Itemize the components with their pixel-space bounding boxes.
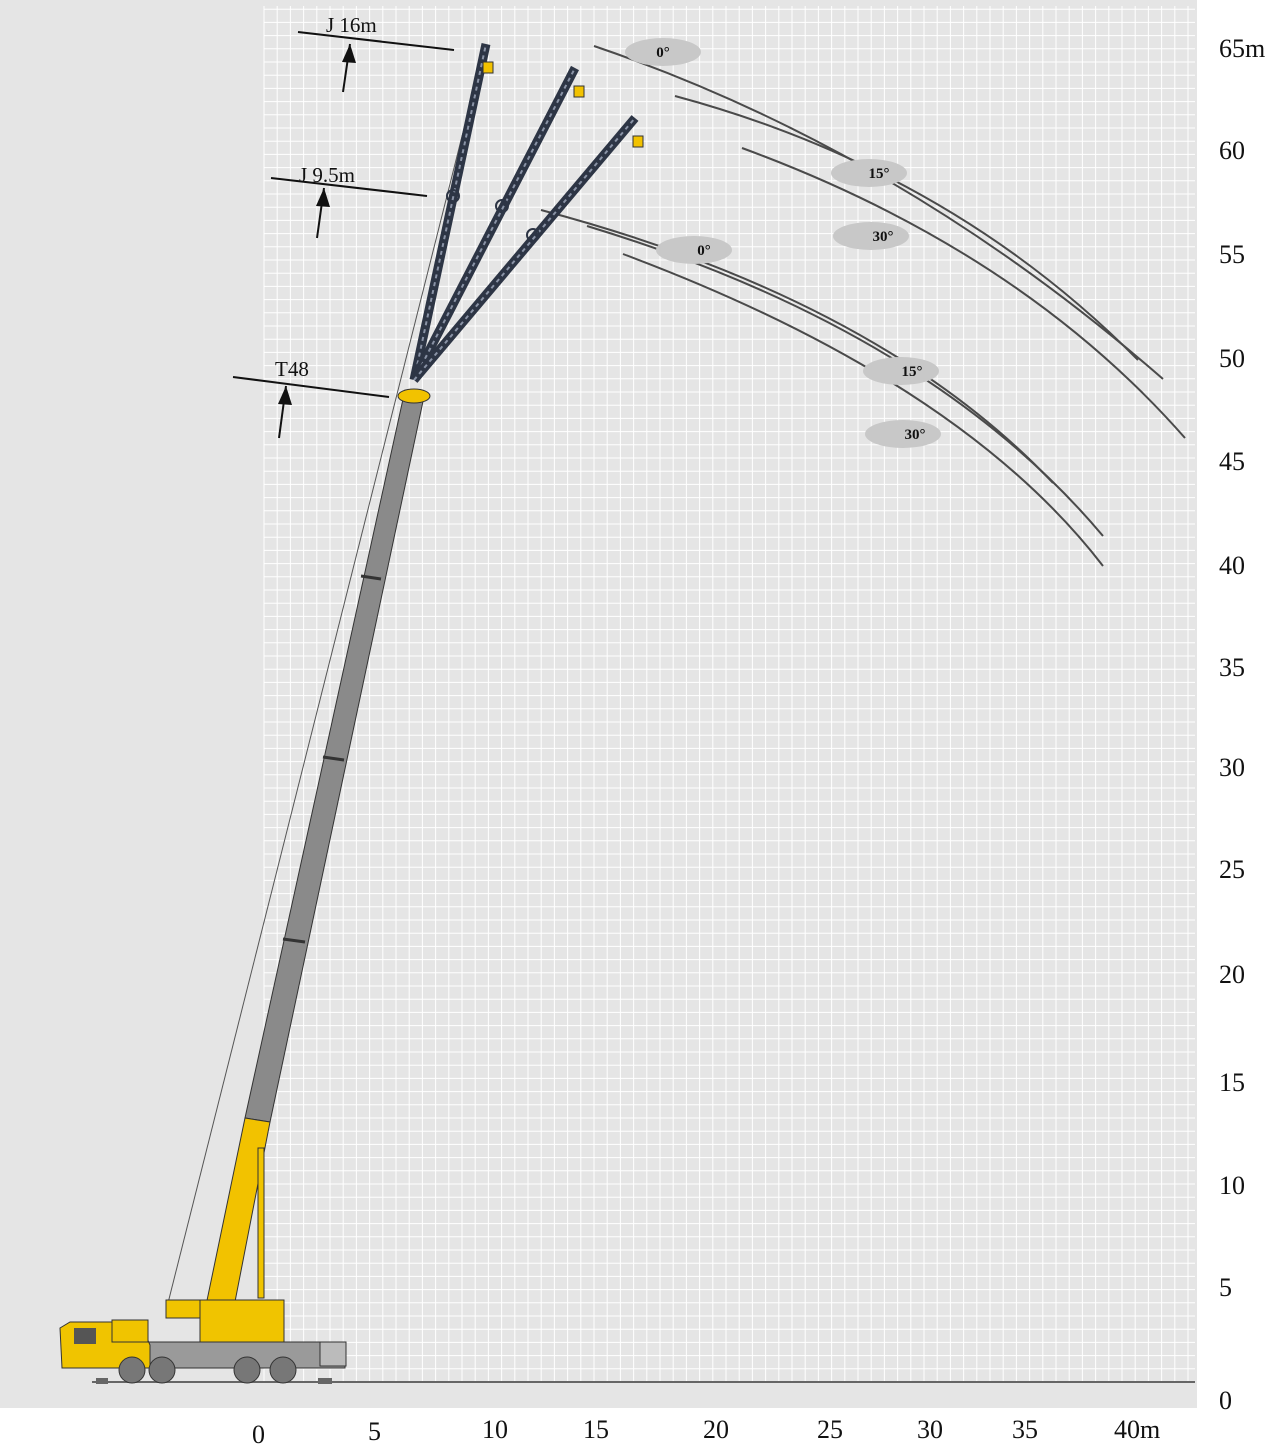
x-tick-label: 40m	[1114, 1415, 1160, 1444]
boom-joint	[360, 574, 382, 581]
outrigger-pad	[96, 1378, 108, 1384]
angle-badge	[625, 38, 701, 66]
wheel	[118, 1356, 146, 1384]
outrigger-box	[319, 1341, 347, 1367]
engine-box	[111, 1319, 149, 1343]
angle-badge	[831, 159, 907, 187]
section-label-j16: J 16m	[326, 13, 377, 37]
x-tick-label: 20	[703, 1415, 729, 1444]
x-tick-label: 10	[482, 1415, 508, 1444]
angle-badge	[833, 222, 909, 250]
y-tick-label: 15	[1219, 1068, 1245, 1097]
angle-badge	[863, 357, 939, 385]
suspension-rope	[167, 44, 486, 1304]
y-tick-label: 30	[1219, 753, 1245, 782]
y-tick-label: 40	[1219, 551, 1245, 580]
y-tick-label: 20	[1219, 960, 1245, 989]
x-tick-label: 35	[1012, 1415, 1038, 1444]
arrow-icon	[316, 188, 330, 207]
x-tick-label: 30	[917, 1415, 943, 1444]
range-curve	[622, 253, 1104, 567]
jib-9.5-hinge	[495, 199, 509, 213]
wheel	[148, 1356, 176, 1384]
hook-block	[573, 85, 585, 98]
section-labels: J 16m J 9.5m T48	[232, 13, 455, 439]
cab-window	[74, 1328, 96, 1344]
crane-carrier	[59, 1147, 347, 1384]
angle-label: 0°	[656, 45, 670, 61]
section-line	[297, 31, 455, 51]
section-label-j95: J 9.5m	[299, 163, 355, 187]
angle-badges-j95: 0° 15° 30°	[656, 236, 941, 448]
main-boom	[204, 388, 431, 1313]
angle-badge	[865, 420, 941, 448]
x-axis: 0 5 10 15 20 25 30 35 40m	[252, 1415, 1160, 1449]
y-tick-label: 55	[1219, 240, 1245, 269]
y-tick-label: 60	[1219, 136, 1245, 165]
jib-lattice	[413, 43, 487, 381]
section-label-t48: T48	[275, 357, 309, 381]
jib-lattice	[413, 117, 636, 381]
angle-label: 15°	[869, 166, 890, 182]
y-tick-label: 0	[1219, 1386, 1232, 1415]
angle-badge	[656, 236, 732, 264]
x-tick-label: 15	[583, 1415, 609, 1444]
y-tick-label: 25	[1219, 855, 1245, 884]
x-tick-label: 0	[252, 1420, 265, 1448]
x-tick-label: 25	[817, 1415, 843, 1444]
arrow-icon	[278, 386, 292, 405]
y-axis: 0 5 10 15 20 25 30 35 40 45 50 55 60 65m	[1219, 34, 1265, 1415]
outrigger-pad	[318, 1378, 332, 1384]
hook-block	[482, 61, 494, 74]
angle-label: 30°	[905, 427, 926, 443]
chart-background	[0, 0, 1197, 1408]
section-line	[270, 177, 428, 197]
y-tick-label: 50	[1219, 344, 1245, 373]
wheel	[269, 1356, 297, 1384]
y-tick-label: 35	[1219, 653, 1245, 682]
jibs	[409, 43, 644, 383]
wheel	[233, 1356, 261, 1384]
boom-head	[397, 388, 431, 404]
jib-lattice	[413, 67, 576, 381]
hook-block	[632, 135, 644, 148]
boom-joint	[322, 755, 345, 762]
angle-label: 15°	[902, 364, 923, 380]
section-line	[232, 376, 390, 398]
angle-label: 0°	[697, 243, 711, 259]
range-curve	[674, 95, 1139, 361]
x-tick-label: 5	[368, 1417, 381, 1446]
range-curve	[741, 147, 1186, 439]
superstructure	[199, 1299, 285, 1343]
y-tick-label: 5	[1219, 1273, 1232, 1302]
jib-9.5-hinge	[526, 228, 540, 242]
angle-label: 30°	[873, 229, 894, 245]
y-tick-label: 65m	[1219, 34, 1265, 63]
boom-joint	[282, 937, 306, 944]
luffing-cylinder	[257, 1147, 265, 1299]
y-tick-label: 10	[1219, 1171, 1245, 1200]
arrow-icon	[342, 44, 356, 63]
jib-9.5-hinge	[446, 189, 460, 203]
range-curve	[540, 209, 1054, 484]
y-tick-label: 45	[1219, 447, 1245, 476]
angle-badges-j16: 0° 15° 30°	[625, 38, 909, 250]
